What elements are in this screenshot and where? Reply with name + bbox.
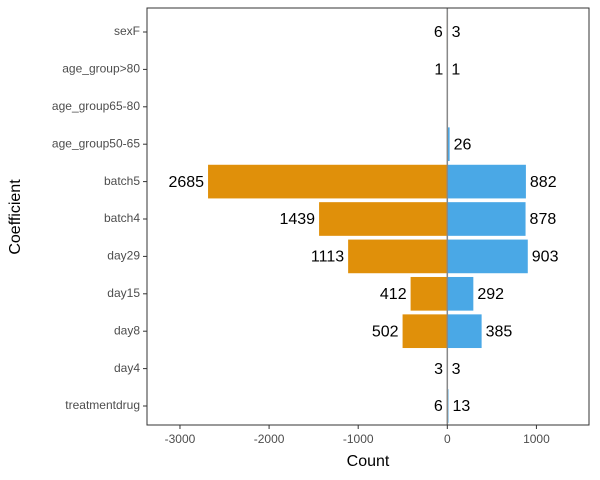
bar bbox=[447, 164, 526, 199]
bar bbox=[447, 239, 528, 274]
bar bbox=[447, 276, 474, 311]
value-label: 1 bbox=[451, 62, 460, 79]
bar bbox=[447, 314, 482, 349]
value-label: 385 bbox=[486, 323, 513, 340]
y-tick-label: age_group65-80 bbox=[52, 99, 140, 113]
bar bbox=[402, 314, 448, 349]
value-label: 2685 bbox=[168, 174, 204, 191]
x-axis-title: Count bbox=[347, 453, 390, 470]
y-tick-label: batch4 bbox=[104, 211, 140, 225]
bar bbox=[319, 202, 448, 236]
y-tick-label: day29 bbox=[107, 249, 140, 263]
value-label: 1 bbox=[434, 62, 443, 79]
x-tick-label: -3000 bbox=[165, 432, 196, 446]
value-label: 1113 bbox=[311, 249, 344, 266]
value-label: 502 bbox=[372, 323, 399, 340]
value-label: 3 bbox=[452, 361, 461, 378]
bar bbox=[447, 202, 526, 236]
value-label: 878 bbox=[530, 211, 557, 228]
y-axis-title: Coefficient bbox=[7, 179, 24, 255]
bar bbox=[410, 276, 448, 311]
x-tick-label: -2000 bbox=[254, 432, 285, 446]
value-label: 882 bbox=[530, 174, 557, 191]
x-tick-label: 0 bbox=[444, 432, 451, 446]
value-label: 903 bbox=[532, 249, 559, 266]
y-tick-label: day4 bbox=[114, 361, 140, 375]
bar bbox=[348, 239, 448, 274]
value-label: 292 bbox=[477, 286, 504, 303]
value-label: 26 bbox=[454, 136, 472, 153]
panel-border bbox=[146, 7, 590, 426]
y-tick-label: age_group50-65 bbox=[52, 136, 140, 150]
y-tick-label: batch5 bbox=[104, 174, 140, 188]
y-tick-label: sexF bbox=[114, 24, 140, 38]
value-label: 3 bbox=[434, 361, 443, 378]
y-tick-label: treatmentdrug bbox=[65, 398, 140, 412]
value-label: 13 bbox=[452, 398, 470, 415]
value-label: 3 bbox=[452, 24, 461, 41]
value-label: 412 bbox=[380, 286, 407, 303]
value-label: 6 bbox=[434, 398, 443, 415]
x-tick-label: 1000 bbox=[523, 432, 550, 446]
x-tick-label: -1000 bbox=[343, 432, 374, 446]
y-tick-label: age_group>80 bbox=[62, 62, 140, 76]
bar bbox=[208, 164, 448, 199]
y-tick-label: day15 bbox=[107, 286, 140, 300]
y-tick-label: day8 bbox=[114, 323, 140, 337]
value-label: 1439 bbox=[279, 211, 315, 228]
value-label: 6 bbox=[434, 24, 443, 41]
bar bbox=[447, 127, 450, 162]
